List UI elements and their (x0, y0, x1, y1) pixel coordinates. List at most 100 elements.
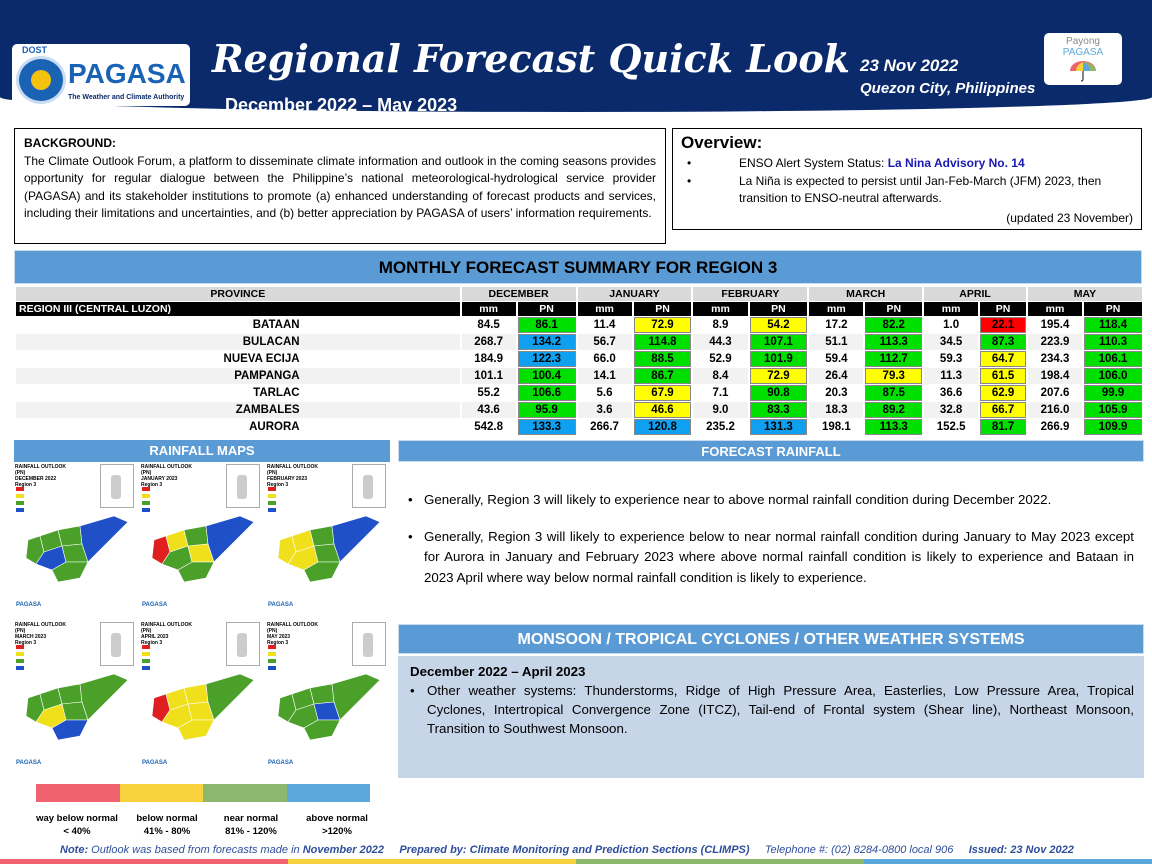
location-map-inset (100, 622, 134, 666)
header-location: Quezon City, Philippines (860, 80, 1036, 97)
rainfall-mm-cell: 14.1 (577, 368, 632, 384)
mm-subheader: mm (1027, 302, 1083, 316)
monsoon-period: December 2022 – April 2023 (410, 664, 586, 679)
rainfall-mm-cell: 36.6 (939, 387, 963, 399)
percent-normal-cell: 114.8 (633, 334, 692, 350)
footer-text: Note: Outlook was based from forecasts m… (60, 844, 1074, 856)
percent-normal-cell: 83.3 (749, 402, 808, 418)
map-pagasa-logo: PAGASA (268, 760, 294, 766)
percent-normal-cell: 54.2 (749, 317, 808, 333)
pn-subheader: PN (980, 302, 1026, 316)
percent-normal-cell: 113.3 (865, 334, 923, 350)
legend-label: below normal 41% - 80% (122, 812, 212, 838)
rainfall-mm-cell: 11.4 (593, 319, 616, 331)
percent-normal-cell: 72.9 (633, 317, 692, 333)
rainfall-maps-panel: RAINFALL OUTLOOK (PN) DECEMBER 2022 Region… (14, 462, 390, 780)
pn-subheader: PN (749, 302, 808, 316)
percent-normal-cell: 61.5 (980, 368, 1026, 384)
rainfall-mm-cell: 18.3 (809, 402, 864, 418)
payong-label-1: Payong (1066, 36, 1100, 47)
payong-pagasa-logo: Payong PAGASA (1044, 33, 1122, 85)
pagasa-seal-icon (16, 56, 66, 104)
footer-prepared: Prepared by: Climate Monitoring and Pred… (399, 844, 750, 856)
map-legend-swatches (268, 484, 308, 512)
percent-normal-cell: 79.3 (865, 368, 923, 384)
month-header: JANUARY (577, 287, 692, 301)
legend-category: way below normal (36, 813, 118, 824)
footer: Note: Outlook was based from forecasts m… (0, 840, 1152, 864)
region-3-map (25, 515, 129, 583)
map-region: Region 3 (141, 482, 163, 488)
province-shape (57, 683, 83, 705)
map-region: Region 3 (267, 482, 289, 488)
province-shape (309, 525, 335, 547)
percent-normal-cell: 120.8 (633, 419, 692, 435)
province-shape (205, 515, 255, 563)
rainfall-mm-cell: 34.5 (924, 334, 979, 350)
percent-normal-cell: 106.0 (1084, 368, 1142, 384)
forecast-rainfall-item-2: • Generally, Region 3 will likely to expe… (408, 528, 1134, 585)
rainfall-legend-labels: way below normal < 40% below normal 41% - 8… (30, 812, 390, 842)
footer-telephone: Telephone #: (02) 8284-0800 local 906 (764, 844, 954, 856)
percent-normal-cell: 90.8 (749, 385, 808, 401)
percent-normal-cell: 64.7 (980, 351, 1026, 367)
rainfall-mm-cell: 55.2 (477, 387, 500, 399)
region-label: REGION III (CENTRAL LUZON) (16, 302, 460, 316)
rainfall-mm-cell: 56.7 (577, 334, 632, 350)
legend-swatch (286, 784, 370, 802)
table-row: BATAAN 84.5 86.1 11.4 72.9 8.9 54.2 17.2 82.2 1.0… (16, 317, 1142, 333)
mm-subheader: mm (693, 302, 748, 316)
province-name: AURORA (16, 419, 460, 435)
table-row: TARLAC 55.2 106.6 5.6 67.9 7.1 90.8 20.3 87.5 36.… (16, 385, 1142, 401)
enso-prefix: ENSO Alert System Status: (739, 156, 888, 170)
rainfall-mm-cell: 184.9 (474, 353, 503, 365)
umbrella-icon (1070, 61, 1096, 82)
map-region: Region 3 (15, 640, 37, 646)
pn-subheader: PN (1084, 302, 1142, 316)
rainfall-mm-cell: 20.3 (825, 387, 848, 399)
percent-normal-cell: 62.9 (980, 385, 1026, 401)
footer-note-label: Note: (60, 844, 89, 856)
map-month: MARCH 2023 (15, 634, 47, 640)
forecast-rainfall-panel: • Generally, Region 3 will likely to expe… (398, 484, 1144, 604)
percent-normal-cell: 133.3 (517, 419, 576, 435)
rainfall-mm-cell: 268.7 (461, 334, 516, 350)
percent-normal-cell: 134.2 (517, 334, 576, 350)
rainfall-mm-cell: 223.9 (1027, 334, 1083, 350)
rainfall-mm-cell: 198.1 (821, 421, 851, 433)
footer-note-text: Outlook was based from forecasts made in (91, 844, 300, 856)
percent-normal-cell: 105.9 (1084, 402, 1142, 418)
month-header: DECEMBER (461, 287, 576, 301)
percent-normal-cell: 82.2 (865, 317, 923, 333)
legend-range: 41% - 80% (143, 826, 191, 837)
rainfall-map: RAINFALL OUTLOOK (PN) DECEMBER 2022 Region… (14, 462, 136, 618)
percent-normal-cell: 87.3 (980, 334, 1026, 350)
map-legend-swatches (142, 642, 182, 670)
map-pagasa-logo: PAGASA (16, 602, 42, 608)
percent-normal-cell: 89.2 (865, 402, 923, 418)
rainfall-mm-cell: 9.0 (693, 402, 748, 418)
rainfall-mm-cell: 32.8 (924, 402, 979, 418)
table-row: AURORA 542.8 133.3 266.7 120.8 235.2 131.3 198.… (16, 419, 1142, 435)
rainfall-legend-bar (36, 784, 370, 802)
province-name: TARLAC (16, 385, 460, 401)
background-heading: BACKGROUND: (24, 136, 116, 150)
map-title-line: RAINFALL OUTLOOK (PN) (141, 464, 193, 476)
map-title-line: RAINFALL OUTLOOK (PN) (267, 622, 319, 634)
pn-subheader: PN (865, 302, 923, 316)
legend-range: < 40% (63, 826, 91, 837)
province-shape (303, 719, 341, 741)
map-pagasa-logo: PAGASA (142, 602, 168, 608)
location-map-inset (352, 622, 386, 666)
table-row: NUEVA ECIJA 184.9 122.3 66.0 88.5 52.9 101.9 59… (16, 351, 1142, 367)
rainfall-mm-cell: 3.6 (577, 402, 632, 418)
percent-normal-cell: 95.9 (517, 402, 576, 418)
rainfall-map: RAINFALL OUTLOOK (PN) JANUARY 2023 Region … (140, 462, 262, 618)
region-3-map (277, 673, 381, 741)
percent-normal-cell: 106.1 (1084, 351, 1142, 367)
province-shape (79, 673, 129, 721)
legend-swatch (36, 784, 120, 802)
enso-advisory-link[interactable]: La Nina Advisory No. 14 (887, 156, 1025, 170)
footer-issued: Issued: 23 Nov 2022 (968, 844, 1074, 856)
